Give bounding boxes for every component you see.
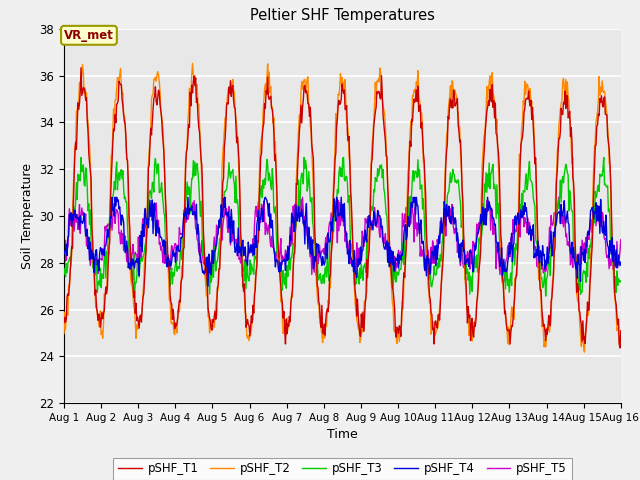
pSHF_T4 [111,194,119,200]
pSHF_T1 [185,121,193,127]
Line: pSHF_T2: pSHF_T2 [64,63,621,352]
pSHF_T5 [428,261,436,266]
pSHF_T1 [411,99,419,105]
pSHF_T2 [214,287,222,293]
pSHF_T5 [617,237,625,242]
pSHF_T3 [131,295,138,301]
pSHF_T4 [70,212,78,217]
pSHF_T2 [60,331,68,336]
pSHF_T5 [184,216,192,222]
pSHF_T2 [580,349,588,355]
pSHF_T2 [189,60,196,66]
X-axis label: Time: Time [327,429,358,442]
pSHF_T3 [412,168,419,174]
pSHF_T4 [617,259,625,265]
pSHF_T1 [428,311,435,316]
Line: pSHF_T1: pSHF_T1 [64,68,621,348]
pSHF_T3 [617,278,625,284]
pSHF_T1 [77,65,85,71]
pSHF_T3 [60,271,68,277]
pSHF_T2 [184,118,192,123]
pSHF_T2 [428,331,435,337]
pSHF_T1 [128,278,136,284]
Legend: pSHF_T1, pSHF_T2, pSHF_T3, pSHF_T4, pSHF_T5: pSHF_T1, pSHF_T2, pSHF_T3, pSHF_T4, pSHF… [113,458,572,480]
Y-axis label: Soil Temperature: Soil Temperature [20,163,34,269]
pSHF_T2 [127,282,135,288]
pSHF_T1 [616,345,624,351]
pSHF_T5 [70,228,78,234]
pSHF_T3 [428,284,436,290]
pSHF_T5 [127,257,135,263]
pSHF_T4 [412,212,419,217]
pSHF_T5 [214,231,221,237]
Line: pSHF_T5: pSHF_T5 [64,197,621,285]
pSHF_T1 [214,283,222,288]
pSHF_T3 [128,268,136,274]
pSHF_T1 [70,177,78,182]
pSHF_T2 [617,330,625,336]
pSHF_T3 [70,207,78,213]
Line: pSHF_T3: pSHF_T3 [64,157,621,298]
pSHF_T2 [411,86,419,92]
Title: Peltier SHF Temperatures: Peltier SHF Temperatures [250,9,435,24]
pSHF_T5 [351,282,359,288]
pSHF_T3 [215,245,223,251]
Line: pSHF_T4: pSHF_T4 [64,197,621,286]
pSHF_T4 [128,263,136,269]
pSHF_T1 [617,328,625,334]
pSHF_T5 [412,226,419,231]
pSHF_T5 [60,261,68,266]
pSHF_T4 [204,283,212,289]
pSHF_T1 [60,320,68,325]
pSHF_T4 [185,212,193,217]
pSHF_T4 [428,248,436,254]
pSHF_T2 [70,167,78,173]
pSHF_T4 [60,251,68,257]
Text: VR_met: VR_met [64,29,114,42]
pSHF_T3 [77,155,85,160]
pSHF_T5 [299,194,307,200]
pSHF_T3 [186,185,193,191]
pSHF_T4 [215,217,223,223]
